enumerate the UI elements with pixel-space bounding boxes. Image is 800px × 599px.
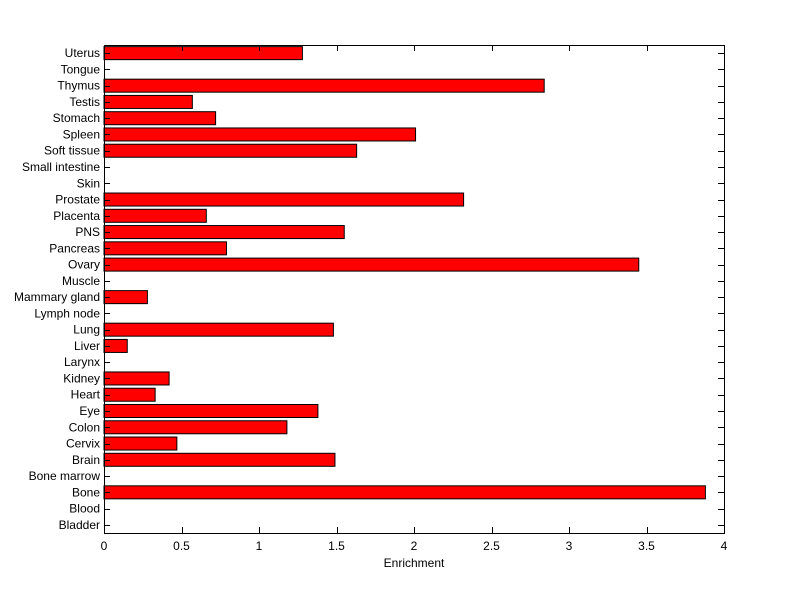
bar-mammary-gland — [103, 290, 148, 305]
bar-stomach — [103, 111, 217, 126]
bar-colon — [103, 420, 288, 435]
bar-liver — [103, 338, 128, 353]
x-axis-label: Enrichment — [384, 556, 445, 570]
y-tick-label: Brain — [72, 453, 100, 467]
y-tick-label: Soft tissue — [44, 144, 100, 158]
y-tick-label: Lung — [73, 323, 100, 337]
y-tick-label: Tongue — [61, 62, 101, 76]
bar-testis — [103, 94, 193, 109]
plot-frame — [104, 45, 725, 534]
y-tick-label: PNS — [75, 225, 100, 239]
x-tick-label: 1.5 — [328, 539, 345, 553]
y-tick-label: Colon — [69, 420, 100, 434]
bar-bone — [103, 485, 706, 500]
bar-heart — [103, 387, 156, 402]
bar-brain — [103, 452, 336, 467]
y-tick-label: Thymus — [57, 79, 100, 93]
y-tick-label: Prostate — [55, 193, 100, 207]
y-tick-label: Uterus — [65, 46, 100, 60]
y-tick-label: Cervix — [66, 437, 100, 451]
y-tick-label: Small intestine — [22, 160, 100, 174]
x-tick-label: 3 — [566, 539, 573, 553]
bar-spleen — [103, 127, 417, 142]
bar-placenta — [103, 208, 207, 223]
x-tick-label: 2.5 — [483, 539, 500, 553]
y-tick-label: Heart — [71, 388, 101, 402]
y-tick-label: Bladder — [59, 518, 100, 532]
y-tick-label: Lymph node — [34, 306, 100, 320]
bar-ovary — [103, 257, 640, 272]
bar-soft-tissue — [103, 143, 358, 158]
bar-thymus — [103, 78, 545, 93]
y-tick-label: Muscle — [62, 274, 100, 288]
bar-cervix — [103, 436, 178, 451]
bar-pns — [103, 225, 345, 240]
y-tick-label: Stomach — [53, 111, 100, 125]
x-tick-label: 3.5 — [638, 539, 655, 553]
y-tick-label: Blood — [69, 502, 100, 516]
y-tick-label: Pancreas — [49, 241, 100, 255]
x-tick-label: 0.5 — [173, 539, 190, 553]
x-tick-label: 2 — [411, 539, 418, 553]
bar-pancreas — [103, 241, 227, 256]
x-tick-label: 1 — [256, 539, 263, 553]
y-tick-label: Bone marrow — [29, 469, 101, 483]
bars-group — [103, 46, 706, 500]
y-tick-label: Ovary — [68, 258, 100, 272]
y-tick-label: Eye — [79, 404, 100, 418]
x-tick-label: 4 — [721, 539, 728, 553]
y-tick-label: Spleen — [63, 127, 100, 141]
y-tick-label: Larynx — [64, 355, 100, 369]
y-tick-label: Mammary gland — [14, 290, 100, 304]
y-tick-label: Testis — [69, 95, 100, 109]
bar-lung — [103, 322, 334, 337]
y-tick-label: Bone — [72, 485, 100, 499]
bar-eye — [103, 403, 319, 419]
y-tick-label: Placenta — [53, 209, 100, 223]
bar-uterus — [103, 46, 303, 61]
x-tick-label: 0 — [101, 539, 108, 553]
bar-kidney — [103, 371, 170, 386]
y-tick-label: Kidney — [63, 371, 100, 385]
y-tick-label: Liver — [74, 339, 100, 353]
y-tick-labels: Bladder Blood Bone Bone marrow Brain Cervix Co… — [14, 46, 101, 532]
y-tick-label: Skin — [77, 176, 100, 190]
x-tick-labels: 0 0.5 1 1.5 2 2.5 3 3.5 4 — [101, 539, 728, 553]
bar-prostate — [103, 192, 465, 207]
